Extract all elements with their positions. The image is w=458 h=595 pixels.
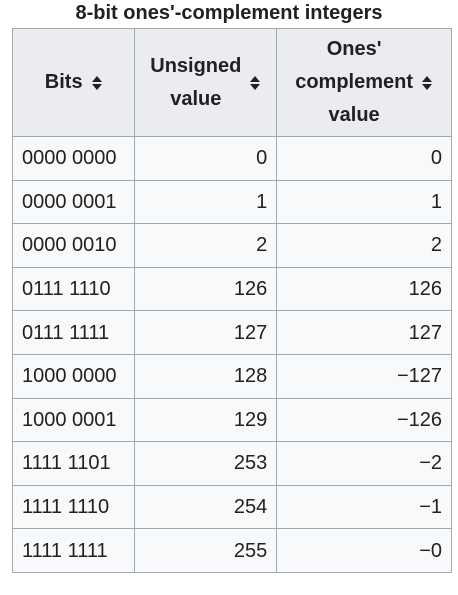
- unsigned-value-cell: 126: [134, 266, 278, 312]
- unsigned-value-cell: 255: [134, 528, 278, 573]
- bits-cell: 1111 1101: [11, 441, 136, 486]
- bits-cell: 0000 0000: [11, 136, 136, 181]
- table-row: 0111 1111 127 127: [11, 310, 452, 355]
- header-ones-complement-value[interactable]: Ones' complement value: [276, 28, 452, 137]
- bits-cell: 0000 0001: [11, 179, 136, 225]
- bits-cell: 0111 1111: [11, 310, 136, 355]
- table-row: 1000 0001 129 −126: [11, 397, 452, 443]
- header-ones-line3: value: [328, 104, 380, 126]
- bits-cell: 1111 1110: [11, 484, 136, 530]
- unsigned-value-cell: 253: [134, 441, 278, 486]
- table-caption: 8-bit ones'-complement integers: [75, 2, 383, 24]
- table-row: 0000 0000 0 0: [11, 136, 452, 181]
- bits-cell: 1111 1111: [11, 528, 136, 573]
- header-unsigned-line1: Unsigned: [150, 54, 242, 77]
- sort-icon[interactable]: [91, 75, 103, 90]
- bits-cell: 1000 0001: [11, 397, 136, 443]
- header-row: Bits Unsigned value Ones' complem: [11, 28, 452, 137]
- table-row: 1111 1101 253 −2: [11, 441, 452, 486]
- bits-cell: 0000 0010: [11, 223, 136, 268]
- bits-cell: 1000 0000: [11, 353, 136, 399]
- unsigned-value-cell: 2: [134, 223, 278, 268]
- ones-complement-cell: −2: [276, 441, 452, 486]
- ones-complement-cell: 126: [276, 266, 452, 312]
- unsigned-value-cell: 128: [134, 353, 278, 399]
- table-row: 0111 1110 126 126: [11, 266, 452, 312]
- header-bits-label: Bits: [44, 71, 83, 93]
- unsigned-value-cell: 129: [134, 397, 278, 443]
- sort-icon[interactable]: [421, 75, 433, 90]
- ones-complement-cell: −126: [276, 397, 452, 443]
- ones-complement-cell: 127: [276, 310, 452, 355]
- ones-complement-cell: 0: [276, 136, 452, 181]
- table-row: 0000 0010 2 2: [11, 223, 452, 268]
- bits-cell: 0111 1110: [11, 266, 136, 312]
- table-row: 1000 0000 128 −127: [11, 353, 452, 399]
- header-ones-line2: complement: [295, 71, 414, 93]
- header-ones-line1: Ones': [326, 38, 382, 60]
- ones-complement-table: Bits Unsigned value Ones' complem: [11, 28, 452, 573]
- unsigned-value-cell: 127: [134, 310, 278, 355]
- ones-complement-cell: −0: [276, 528, 452, 573]
- ones-complement-cell: 1: [276, 179, 452, 225]
- unsigned-value-cell: 0: [134, 136, 278, 181]
- table-row: 1111 1110 254 −1: [11, 484, 452, 530]
- header-ones-label: Ones' complement value: [295, 33, 413, 132]
- ones-complement-cell: −127: [276, 353, 452, 399]
- header-unsigned-label: Unsigned value: [150, 50, 241, 116]
- unsigned-value-cell: 1: [134, 179, 278, 225]
- header-unsigned-value[interactable]: Unsigned value: [134, 28, 278, 137]
- table-row: 1111 1111 255 −0: [11, 528, 452, 573]
- ones-complement-cell: 2: [276, 223, 452, 268]
- unsigned-value-cell: 254: [134, 484, 278, 530]
- ones-complement-cell: −1: [276, 484, 452, 530]
- table-row: 0000 0001 1 1: [11, 179, 452, 225]
- sort-icon[interactable]: [249, 75, 261, 90]
- header-unsigned-line2: value: [170, 87, 222, 110]
- header-bits[interactable]: Bits: [11, 28, 136, 137]
